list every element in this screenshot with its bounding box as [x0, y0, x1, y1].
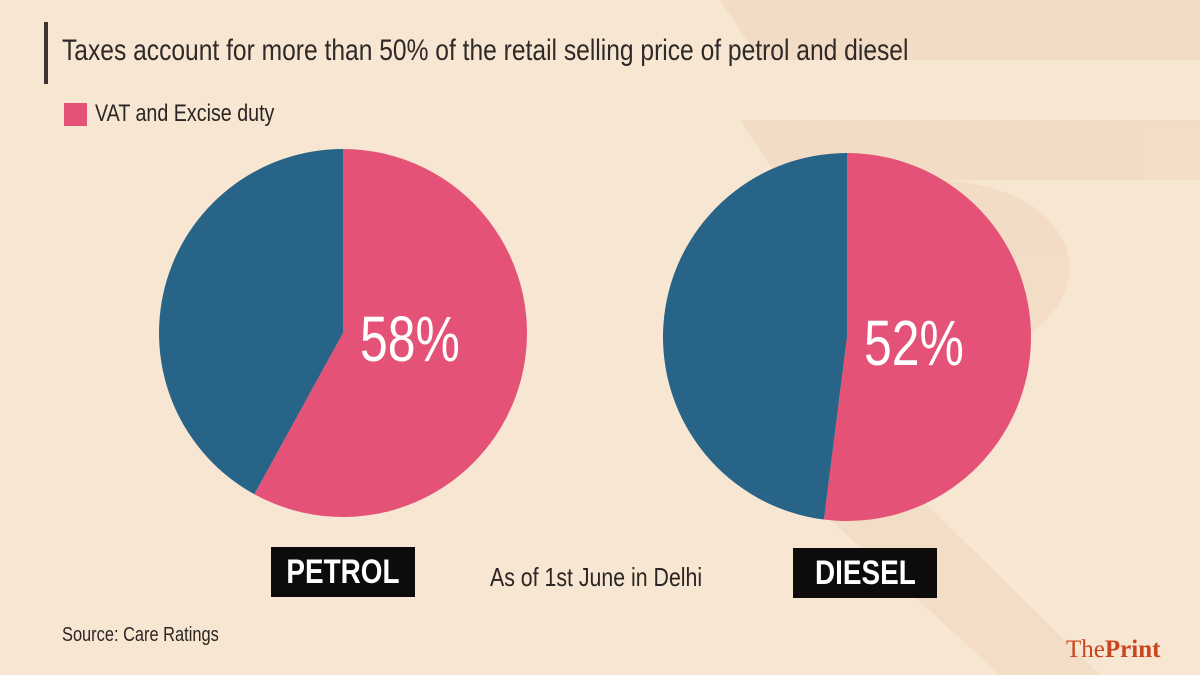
source-note: Source: Care Ratings — [62, 624, 219, 646]
legend: VAT and Excise duty — [64, 100, 314, 128]
petrol-slice-other — [159, 149, 343, 495]
legend-swatch — [64, 102, 87, 126]
petrol-slice-tax — [254, 149, 527, 517]
petrol-data-label: 58% — [360, 303, 460, 375]
diesel-data-label: 52% — [864, 307, 964, 379]
brand-logo: ThePrint — [1066, 636, 1161, 663]
diesel-slice-other — [662, 153, 847, 520]
date-note: As of 1st June in Delhi — [490, 562, 703, 592]
diesel-slice-tax — [823, 153, 1031, 521]
title-accent-bar — [44, 22, 48, 84]
legend-label: VAT and Excise duty — [95, 100, 275, 127]
diesel-label: DIESEL — [793, 548, 937, 598]
chart-title: Taxes account for more than 50% of the r… — [62, 34, 909, 67]
petrol-label: PETROL — [271, 547, 415, 597]
